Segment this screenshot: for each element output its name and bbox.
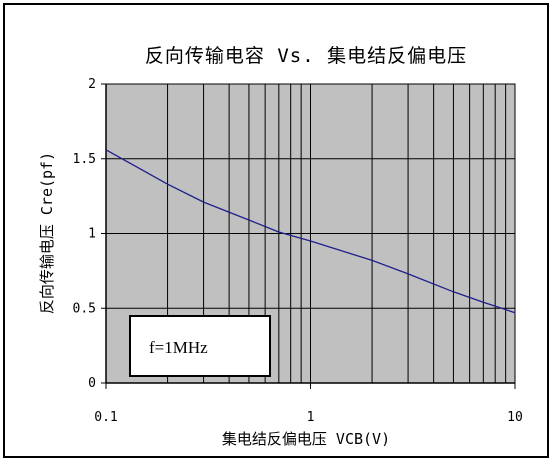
series-layer (105, 149, 516, 314)
tick-labels: 0 0.5 1 1.5 2 0.1 1 10 (73, 77, 523, 425)
y-axis-label: 反向传输电压 Cre(pf) (38, 152, 56, 314)
annotation-frequency: f=1MHz (149, 338, 208, 357)
x-tick-label: 0.1 (94, 410, 117, 425)
y-tick-label: 2 (88, 77, 96, 92)
x-tick-label: 1 (307, 410, 315, 425)
x-tick-label: 10 (507, 410, 523, 425)
y-tick-label: 1.5 (73, 152, 96, 167)
x-axis-label: 集电结反偏电压 VCB(V) (222, 430, 390, 448)
y-tick-label: 0.5 (73, 301, 96, 316)
y-tick-label: 1 (88, 227, 96, 242)
annotation-box: f=1MHz (129, 315, 271, 377)
y-tick-label: 0 (88, 376, 96, 391)
series-line (105, 149, 516, 314)
chart-title: 反向传输电容 Vs. 集电结反偏电压 (145, 45, 467, 67)
axes (101, 83, 516, 389)
